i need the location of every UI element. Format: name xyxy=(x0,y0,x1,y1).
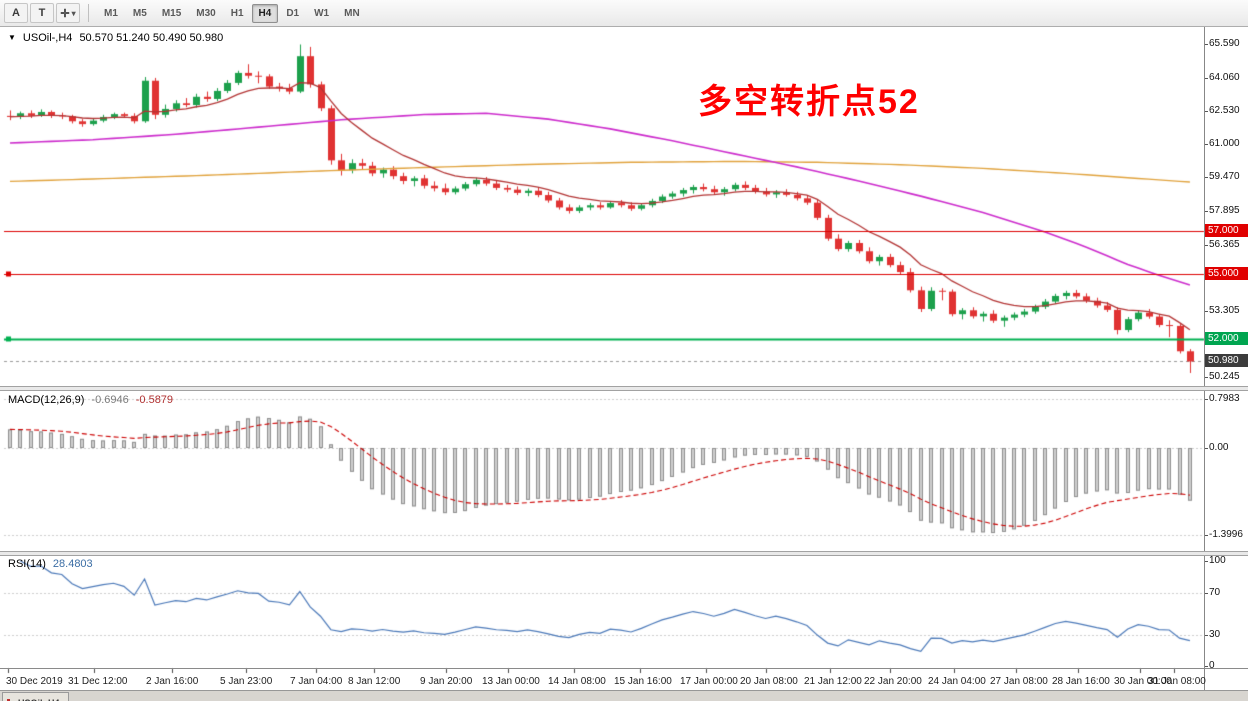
time-axis-label: 14 Jan 08:00 xyxy=(548,676,606,687)
macd-axis-label: -1.3996 xyxy=(1205,529,1243,540)
timeframe-button-M30[interactable]: M30 xyxy=(189,4,222,23)
chart-context-arrow-icon[interactable]: ▼ xyxy=(8,33,16,42)
panel-separator-rsi[interactable] xyxy=(0,551,1248,556)
timeframe-group: M1 M5 M15 M30 H1 H4 D1 W1 MN xyxy=(97,3,367,23)
macd-value-main: -0.6946 xyxy=(91,394,129,406)
time-axis-label: 15 Jan 16:00 xyxy=(614,676,672,687)
price-axis-label: 59.470 xyxy=(1205,171,1240,182)
price-axis-label: 64.060 xyxy=(1205,72,1240,83)
timeframe-button-H1[interactable]: H1 xyxy=(224,4,251,23)
time-axis-separator xyxy=(0,668,1248,669)
time-axis-label: 30 Jan 00:00 xyxy=(1114,676,1172,687)
rsi-label: RSI(14) xyxy=(8,558,46,570)
timeframe-button-H4[interactable]: H4 xyxy=(251,3,279,23)
rsi-axis-label: 100 xyxy=(1205,555,1226,566)
price-axis-label: 65.590 xyxy=(1205,38,1240,49)
toolbar-separator xyxy=(88,4,89,22)
timeframe-button-MN[interactable]: MN xyxy=(337,4,367,23)
chart-ohlc-values: 50.570 51.240 50.490 50.980 xyxy=(79,32,224,44)
timeframe-button-D1[interactable]: D1 xyxy=(279,4,306,23)
font-tool-button[interactable]: A xyxy=(4,3,28,23)
panel-separator-macd[interactable] xyxy=(0,386,1248,391)
macd-value-signal: -0.5879 xyxy=(135,394,174,406)
time-axis-label: 7 Jan 04:00 xyxy=(290,676,343,687)
time-axis-label: 2 Jan 16:00 xyxy=(146,676,199,687)
minimized-chart-title: USOil-,H4 xyxy=(18,698,60,701)
rsi-axis-label: 70 xyxy=(1204,587,1221,598)
crosshair-tool-button[interactable]: ✛ ▾ xyxy=(56,3,80,23)
resistance-55-label: 55.000 xyxy=(1205,267,1248,280)
time-axis-label: 27 Jan 08:00 xyxy=(990,676,1048,687)
rsi-axis-label: 0 xyxy=(1205,660,1215,671)
text-tool-button[interactable]: T xyxy=(30,3,54,23)
rsi-axis-label: 30 xyxy=(1204,629,1221,640)
time-axis-label: 21 Jan 12:00 xyxy=(804,676,862,687)
chart-symbol-period: USOil-,H4 xyxy=(22,32,73,44)
price-axis-label: 62.530 xyxy=(1205,105,1240,116)
minimized-chart-titlebar[interactable]: USOil-,H4 xyxy=(2,692,69,701)
price-axis-label: 56.365 xyxy=(1205,239,1240,250)
time-axis-label: 8 Jan 12:00 xyxy=(348,676,401,687)
macd-label: MACD(12,26,9) xyxy=(8,394,85,406)
chart-header: ▼ USOil-,H4 50.570 51.240 50.490 50.980 xyxy=(8,32,223,44)
price-axis-label: 53.305 xyxy=(1205,305,1240,316)
dropdown-caret-icon: ▾ xyxy=(71,8,76,18)
price-axis[interactable]: 65.590 64.060 62.530 61.000 59.470 57.895 56.3… xyxy=(1204,27,1248,690)
price-axis-label: 50.245 xyxy=(1205,371,1240,382)
time-axis-label: 17 Jan 00:00 xyxy=(680,676,738,687)
crosshair-icon: ✛ xyxy=(60,7,70,20)
time-axis-label: 9 Jan 20:00 xyxy=(420,676,473,687)
resistance-57-label: 57.000 xyxy=(1205,224,1248,237)
macd-axis-label: 0.7983 xyxy=(1205,393,1240,404)
timeframe-button-M15[interactable]: M15 xyxy=(155,4,188,23)
rsi-header: RSI(14) 28.4803 xyxy=(8,558,93,570)
timeframe-button-M1[interactable]: M1 xyxy=(97,4,125,23)
support-52-label: 52.000 xyxy=(1205,332,1248,345)
time-axis[interactable]: 30 Dec 2019 31 Dec 12:00 2 Jan 16:00 5 Jan … xyxy=(0,670,1206,690)
time-axis-label: 22 Jan 20:00 xyxy=(864,676,922,687)
time-axis-label: 24 Jan 04:00 xyxy=(928,676,986,687)
time-axis-label: 13 Jan 00:00 xyxy=(482,676,540,687)
time-axis-label: 20 Jan 08:00 xyxy=(740,676,798,687)
toolbar: A T ✛ ▾ M1 M5 M15 M30 H1 H4 D1 W1 MN xyxy=(0,0,1248,27)
time-axis-label: 28 Jan 16:00 xyxy=(1052,676,1110,687)
time-axis-label: 30 Dec 2019 xyxy=(6,676,63,687)
price-axis-label: 57.895 xyxy=(1205,205,1240,216)
current-price-label: 50.980 xyxy=(1205,354,1248,367)
timeframe-button-W1[interactable]: W1 xyxy=(307,4,336,23)
timeframe-button-M5[interactable]: M5 xyxy=(126,4,154,23)
chart-annotation-text[interactable]: 多空转折点52 xyxy=(698,83,920,121)
rsi-value: 28.4803 xyxy=(52,558,93,570)
macd-axis-label: 0.00 xyxy=(1204,442,1229,453)
time-axis-label: 31 Jan 08:00 xyxy=(1148,676,1206,687)
macd-header: MACD(12,26,9) -0.6946 -0.5879 xyxy=(8,394,173,406)
price-axis-label: 61.000 xyxy=(1205,138,1240,149)
bottom-bar: USOil-,H4 xyxy=(0,690,1248,701)
time-axis-label: 5 Jan 23:00 xyxy=(220,676,273,687)
time-axis-label: 31 Dec 12:00 xyxy=(68,676,128,687)
chart-window-icon xyxy=(7,699,14,701)
